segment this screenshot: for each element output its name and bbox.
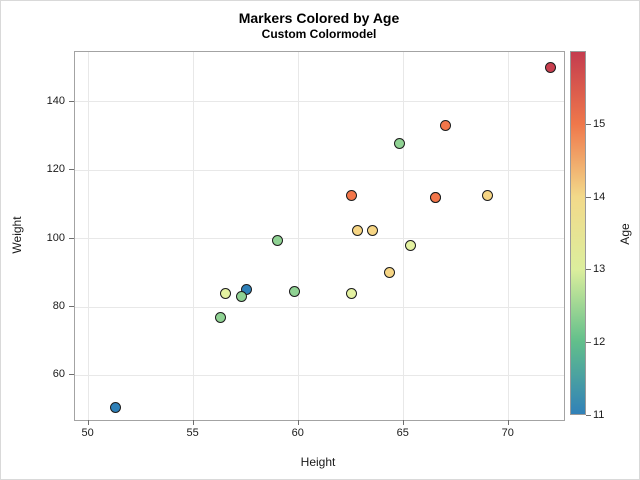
data-point-marker <box>352 224 364 236</box>
y-axis-title: Weight <box>10 216 24 254</box>
colorbar-tick-mark <box>586 342 591 344</box>
chart-subtitle: Custom Colormodel <box>261 27 377 41</box>
data-point-marker <box>236 291 248 303</box>
chart-title: Markers Colored by Age <box>238 10 400 26</box>
data-point-marker <box>215 311 227 323</box>
colorbar-tick-label: 14 <box>593 190 606 203</box>
x-axis-tick-mark <box>192 420 194 425</box>
data-point-marker <box>404 240 416 252</box>
grid-line-horizontal <box>75 238 564 240</box>
x-axis-title: Height <box>300 455 336 469</box>
x-axis-tick-mark <box>297 420 299 425</box>
data-point-marker <box>345 190 357 202</box>
data-point-marker <box>394 137 406 149</box>
colorbar-tick-mark <box>586 196 591 198</box>
data-point-marker <box>289 286 300 298</box>
data-point-marker <box>440 120 452 132</box>
colorbar-tick-label: 15 <box>593 117 606 130</box>
grid-line-horizontal <box>75 101 564 103</box>
x-axis-tick-mark <box>507 420 509 425</box>
grid-line-vertical <box>508 52 510 420</box>
colorbar-gradient <box>570 51 586 415</box>
data-point-marker <box>110 402 122 414</box>
colorbar-tick-label: 12 <box>593 336 606 349</box>
data-point-marker <box>219 287 231 299</box>
colorbar-tick-mark <box>586 269 591 271</box>
grid-line-horizontal <box>75 374 564 376</box>
y-axis-tick-mark <box>69 374 74 376</box>
data-point-marker <box>482 190 494 202</box>
grid-line-vertical <box>88 52 90 420</box>
y-axis-tick-label: 100 <box>46 231 65 244</box>
data-point-marker <box>366 224 378 236</box>
y-axis-tick-label: 140 <box>46 94 65 107</box>
data-point-marker <box>345 287 357 299</box>
colorbar-tick-mark <box>586 123 591 125</box>
y-axis-tick-mark <box>69 169 74 171</box>
data-point-marker <box>545 62 557 74</box>
colorbar-tick-label: 13 <box>593 263 606 276</box>
grid-line-vertical <box>193 52 195 420</box>
x-axis-tick-label: 55 <box>186 427 199 439</box>
y-axis-tick-label: 80 <box>52 300 65 313</box>
data-point-marker <box>272 234 284 246</box>
colorbar-tick-label: 11 <box>593 409 605 421</box>
y-axis-tick-mark <box>69 237 74 239</box>
y-axis-tick-label: 60 <box>52 368 65 381</box>
grid-line-horizontal <box>75 169 564 171</box>
grid-line-vertical <box>298 52 300 420</box>
y-axis-tick-mark <box>69 306 74 308</box>
x-axis-tick-mark <box>87 420 89 425</box>
data-point-marker <box>383 267 395 279</box>
x-axis-tick-label: 50 <box>81 427 94 439</box>
x-axis-tick-mark <box>402 420 404 425</box>
data-point-marker <box>429 192 441 204</box>
y-axis-tick-mark <box>69 100 74 102</box>
y-axis-tick-label: 120 <box>46 163 65 176</box>
grid-line-vertical <box>403 52 405 420</box>
x-axis-tick-label: 65 <box>396 427 409 439</box>
legend-title: Age <box>618 223 632 245</box>
colorbar-tick-mark <box>586 415 591 416</box>
grid-line-horizontal <box>75 306 564 308</box>
plot-area <box>74 51 565 421</box>
x-axis-tick-label: 70 <box>501 427 514 439</box>
x-axis-tick-label: 60 <box>291 427 304 439</box>
